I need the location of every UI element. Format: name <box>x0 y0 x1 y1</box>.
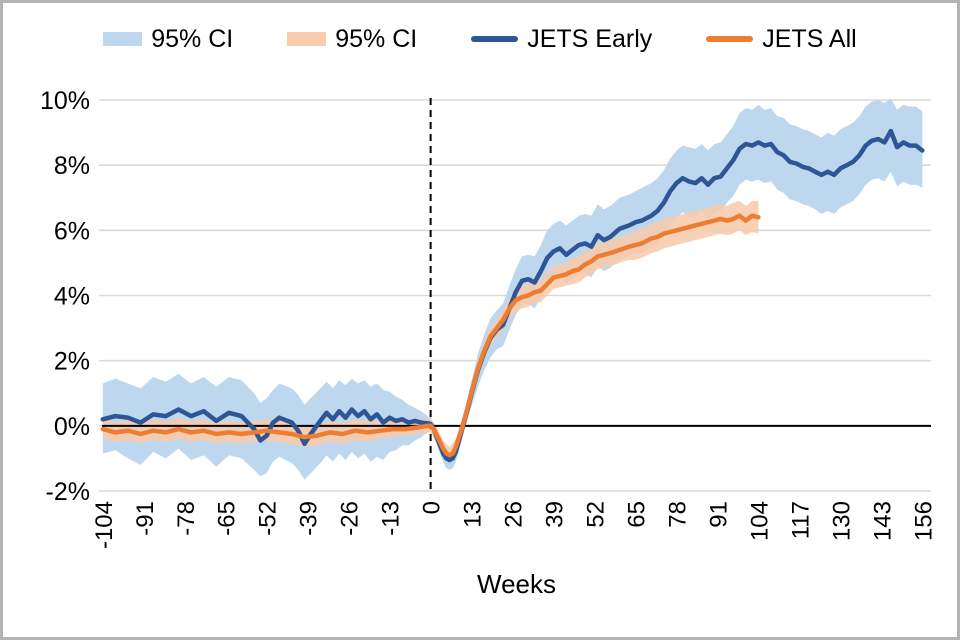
ci-band-swatch-blue <box>103 32 143 46</box>
x-tick-label: 130 <box>828 501 855 541</box>
x-tick-label: 143 <box>869 501 896 541</box>
legend-label: JETS All <box>762 24 857 53</box>
x-tick-label: 117 <box>787 501 814 539</box>
x-tick-label: 65 <box>624 501 651 528</box>
x-tick-label: 0 <box>419 501 446 514</box>
x-tick-label: -13 <box>378 501 405 536</box>
x-tick-label: -52 <box>255 501 282 536</box>
legend-label: 95% CI <box>151 24 234 53</box>
y-tick-label: -2% <box>46 478 90 506</box>
x-tick-label: 91 <box>705 501 732 528</box>
x-tick-label: -26 <box>337 501 364 536</box>
x-tick-label: 39 <box>542 501 569 528</box>
y-tick-label: 4% <box>54 283 90 311</box>
x-tick-label: 156 <box>910 501 937 541</box>
y-tick-label: 0% <box>54 413 90 441</box>
y-tick-label: 10% <box>40 87 90 115</box>
x-axis-title: Weeks <box>477 569 556 599</box>
x-tick-label: 104 <box>746 501 773 541</box>
series-line <box>100 213 761 458</box>
y-tick-label: 8% <box>54 152 90 180</box>
legend-item-jets-early: JETS Early <box>471 25 652 54</box>
x-tick-label: 26 <box>501 501 528 528</box>
x-tick-label: -91 <box>132 501 159 536</box>
legend-label: 95% CI <box>335 24 418 53</box>
legend-item-ci-early: 95% CI <box>103 25 233 54</box>
legend-label: JETS Early <box>527 24 653 53</box>
line-swatch-blue <box>471 36 519 42</box>
y-tick-label: 6% <box>54 217 90 245</box>
x-tick-label: -39 <box>296 501 323 536</box>
x-tick-label: 78 <box>664 501 691 528</box>
x-tick-label: -78 <box>173 501 200 536</box>
chart-plot: 10% 8% 6% 4% 2% 0% -2%-104 -91 -78 -65 -52 -39 -26 -1… <box>40 87 937 599</box>
legend-item-ci-all: 95% CI <box>287 25 417 54</box>
y-tick-label: 2% <box>54 348 90 376</box>
ci-band <box>102 201 759 464</box>
ci-band-swatch-orange <box>287 32 327 46</box>
legend-item-jets-all: JETS All <box>706 24 857 54</box>
x-tick-label: -104 <box>91 501 118 549</box>
x-tick-label: 52 <box>583 501 610 528</box>
x-tick-label: -65 <box>214 501 241 536</box>
series-line <box>100 128 925 463</box>
line-swatch-orange <box>706 36 754 42</box>
ci-band <box>102 98 923 480</box>
x-tick-label: 13 <box>460 501 487 528</box>
legend: 95% CI 95% CI JETS Early JETS All <box>3 19 957 59</box>
